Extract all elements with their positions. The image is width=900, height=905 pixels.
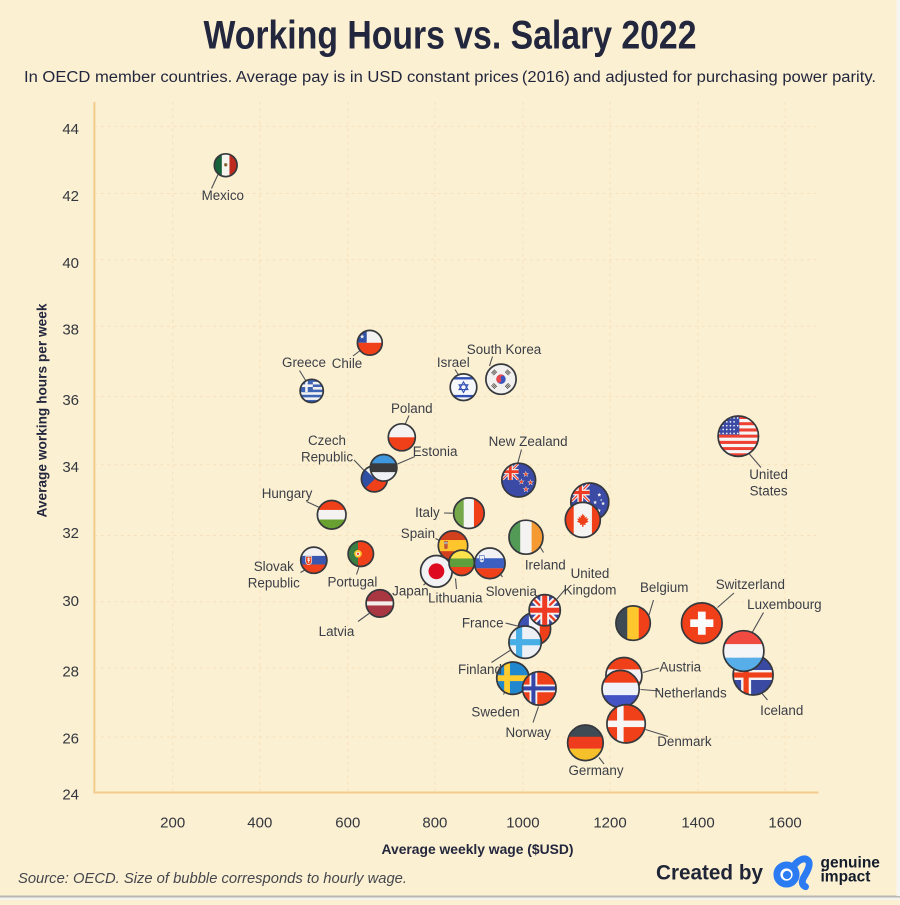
svg-text:United: United bbox=[571, 566, 610, 581]
svg-text:1600: 1600 bbox=[768, 815, 801, 832]
svg-text:38: 38 bbox=[62, 322, 79, 339]
svg-text:42: 42 bbox=[62, 188, 79, 205]
svg-text:32: 32 bbox=[62, 525, 79, 542]
svg-text:Estonia: Estonia bbox=[413, 444, 458, 459]
svg-text:Created by: Created by bbox=[656, 862, 763, 885]
svg-text:Luxembourg: Luxembourg bbox=[747, 597, 821, 612]
svg-text:Kingdom: Kingdom bbox=[564, 583, 617, 598]
svg-text:Italy: Italy bbox=[415, 505, 440, 520]
svg-text:200: 200 bbox=[160, 815, 185, 832]
svg-text:40: 40 bbox=[62, 255, 79, 272]
svg-text:United: United bbox=[749, 467, 788, 482]
svg-text:800: 800 bbox=[422, 815, 447, 832]
svg-text:Czech: Czech bbox=[308, 433, 346, 448]
svg-text:Iceland: Iceland bbox=[760, 703, 803, 718]
svg-text:1200: 1200 bbox=[593, 815, 626, 832]
svg-text:Slovak: Slovak bbox=[254, 559, 294, 574]
svg-text:Portugal: Portugal bbox=[327, 575, 377, 590]
svg-text:26: 26 bbox=[62, 730, 79, 747]
svg-text:34: 34 bbox=[62, 459, 79, 476]
svg-text:Poland: Poland bbox=[391, 401, 433, 416]
svg-text:Working Hours vs. Salary 2022: Working Hours vs. Salary 2022 bbox=[204, 14, 697, 58]
svg-text:Switzerland: Switzerland bbox=[716, 577, 785, 592]
svg-text:South Korea: South Korea bbox=[467, 342, 542, 357]
svg-text:Mexico: Mexico bbox=[202, 188, 244, 203]
svg-text:1400: 1400 bbox=[681, 815, 714, 832]
svg-text:Slovenia: Slovenia bbox=[486, 584, 538, 599]
svg-text:Hungary: Hungary bbox=[262, 486, 313, 501]
svg-text:Austria: Austria bbox=[659, 660, 701, 675]
svg-text:Average weekly wage ($USD): Average weekly wage ($USD) bbox=[382, 841, 574, 857]
svg-text:44: 44 bbox=[62, 121, 79, 138]
svg-text:Germany: Germany bbox=[568, 763, 623, 778]
svg-text:30: 30 bbox=[62, 593, 79, 610]
svg-text:Average working hours per week: Average working hours per week bbox=[34, 303, 50, 517]
svg-text:Source: OECD. Size of bubble c: Source: OECD. Size of bubble corresponds… bbox=[18, 871, 407, 887]
svg-text:Lithuania: Lithuania bbox=[428, 591, 483, 606]
svg-text:Republic: Republic bbox=[248, 576, 300, 591]
svg-text:Norway: Norway bbox=[506, 725, 552, 740]
svg-text:28: 28 bbox=[62, 664, 79, 681]
svg-text:Republic: Republic bbox=[301, 449, 353, 464]
svg-text:1000: 1000 bbox=[506, 815, 539, 832]
svg-text:600: 600 bbox=[335, 815, 360, 832]
svg-text:Israel: Israel bbox=[437, 355, 470, 370]
svg-text:Greece: Greece bbox=[282, 355, 326, 370]
svg-text:France: France bbox=[462, 616, 504, 631]
svg-text:Denmark: Denmark bbox=[657, 734, 712, 749]
svg-text:Japan: Japan bbox=[392, 584, 428, 599]
svg-text:Finland: Finland bbox=[458, 662, 502, 677]
svg-text:Netherlands: Netherlands bbox=[654, 685, 727, 700]
svg-text:400: 400 bbox=[247, 815, 272, 832]
svg-text:36: 36 bbox=[62, 392, 79, 409]
svg-text:24: 24 bbox=[62, 786, 79, 803]
svg-text:impact: impact bbox=[821, 869, 871, 886]
svg-text:Latvia: Latvia bbox=[319, 624, 355, 639]
svg-text:New Zealand: New Zealand bbox=[489, 434, 568, 449]
svg-text:In OECD member countries. Aver: In OECD member countries. Average pay is… bbox=[24, 69, 876, 86]
svg-text:Spain: Spain bbox=[401, 526, 435, 541]
svg-text:Chile: Chile bbox=[332, 356, 363, 371]
svg-text:Ireland: Ireland bbox=[525, 557, 566, 572]
svg-text:Belgium: Belgium bbox=[640, 580, 688, 595]
svg-text:Sweden: Sweden bbox=[471, 705, 519, 720]
svg-text:States: States bbox=[750, 483, 788, 498]
